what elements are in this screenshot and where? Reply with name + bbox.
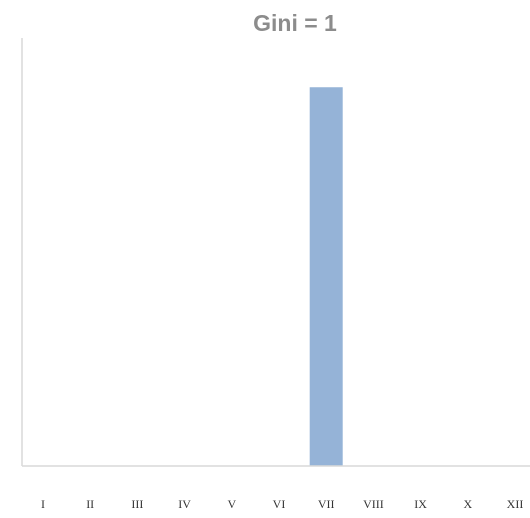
x-tick-label: I	[41, 497, 45, 511]
x-tick-label: VII	[318, 497, 335, 511]
x-tick-label: IV	[178, 497, 191, 511]
chart-title: Gini = 1	[253, 10, 337, 36]
x-tick-label: III	[131, 497, 143, 511]
x-tick-label: IX	[414, 497, 427, 511]
x-tick-label: X	[463, 497, 472, 511]
x-tick-label: V	[227, 497, 236, 511]
x-tick-label: II	[86, 497, 94, 511]
x-tick-label: VIII	[363, 497, 384, 511]
x-tick-label: XII	[507, 497, 524, 511]
x-tick-labels: IIIIIIIVVVIVIIVIIIIXXXIIXIII	[41, 497, 524, 511]
bars-group	[309, 87, 343, 466]
bar-VII	[309, 87, 343, 466]
x-tick-label: VI	[273, 497, 286, 511]
